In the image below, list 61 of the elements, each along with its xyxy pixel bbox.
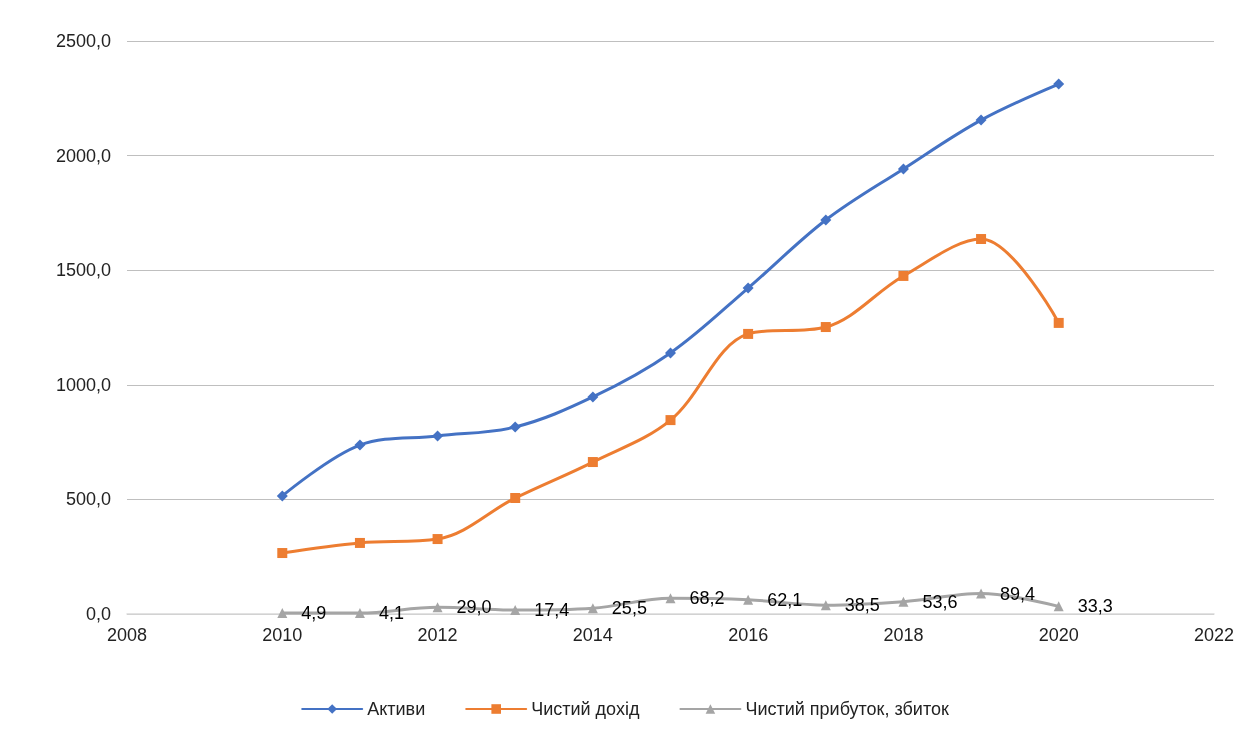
y-tick-label: 1500,0 bbox=[55, 260, 111, 281]
point bbox=[432, 534, 443, 545]
x-tick-label: 2018 bbox=[883, 625, 924, 645]
data-label: 68,2 bbox=[689, 588, 725, 609]
point bbox=[1053, 317, 1064, 328]
y-tick-label: 500,0 bbox=[65, 489, 111, 510]
data-label: 17,4 bbox=[534, 600, 570, 621]
point bbox=[820, 322, 831, 333]
point bbox=[354, 537, 365, 548]
point bbox=[276, 490, 288, 502]
point bbox=[898, 596, 909, 607]
point bbox=[354, 439, 366, 451]
x-tick-label: 2020 bbox=[1038, 625, 1079, 645]
data-label: 62,1 bbox=[767, 589, 803, 610]
point bbox=[277, 607, 288, 618]
point bbox=[277, 548, 288, 559]
y-tick-label: 2500,0 bbox=[55, 31, 111, 51]
point bbox=[665, 347, 676, 359]
point bbox=[587, 391, 599, 403]
point bbox=[1053, 601, 1064, 612]
y-tick-label: 1000,0 bbox=[55, 374, 111, 395]
point bbox=[975, 114, 987, 126]
data-label: 89,4 bbox=[1000, 583, 1036, 604]
point bbox=[354, 608, 365, 619]
point bbox=[432, 430, 444, 442]
data-label: 4,1 bbox=[378, 603, 404, 624]
data-label: 25,5 bbox=[611, 598, 647, 619]
point bbox=[432, 602, 443, 613]
x-tick-label: 2012 bbox=[417, 625, 458, 645]
point bbox=[898, 270, 909, 281]
data-label: 4,9 bbox=[301, 602, 327, 623]
point bbox=[820, 600, 831, 611]
point bbox=[976, 234, 987, 245]
legend-label: Активи bbox=[367, 699, 426, 719]
x-tick-label: 2022 bbox=[1193, 625, 1235, 645]
data-label: 33,3 bbox=[1077, 596, 1113, 617]
point bbox=[509, 421, 521, 433]
point bbox=[665, 593, 676, 604]
data-label: 29,0 bbox=[456, 597, 492, 618]
legend-label: Чистий прибуток, збиток bbox=[745, 699, 949, 719]
point bbox=[743, 328, 754, 339]
point bbox=[665, 415, 676, 426]
point bbox=[743, 594, 754, 605]
x-tick-label: 2014 bbox=[572, 625, 613, 645]
point bbox=[510, 493, 521, 504]
x-tick-label: 2008 bbox=[106, 625, 148, 645]
point bbox=[587, 457, 598, 468]
point bbox=[820, 214, 832, 226]
data-label: 53,6 bbox=[922, 591, 958, 612]
point bbox=[587, 603, 598, 614]
point bbox=[742, 282, 754, 294]
x-tick-label: 2016 bbox=[728, 625, 769, 645]
x-tick-label: 2010 bbox=[262, 625, 303, 645]
y-tick-label: 0,0 bbox=[85, 604, 111, 624]
point bbox=[1053, 78, 1065, 90]
y-tick-label: 2000,0 bbox=[55, 145, 111, 166]
data-label: 38,5 bbox=[844, 595, 880, 616]
point bbox=[976, 588, 987, 599]
point bbox=[510, 605, 521, 616]
point bbox=[897, 163, 909, 175]
legend-label: Чистий дохід bbox=[531, 699, 640, 719]
